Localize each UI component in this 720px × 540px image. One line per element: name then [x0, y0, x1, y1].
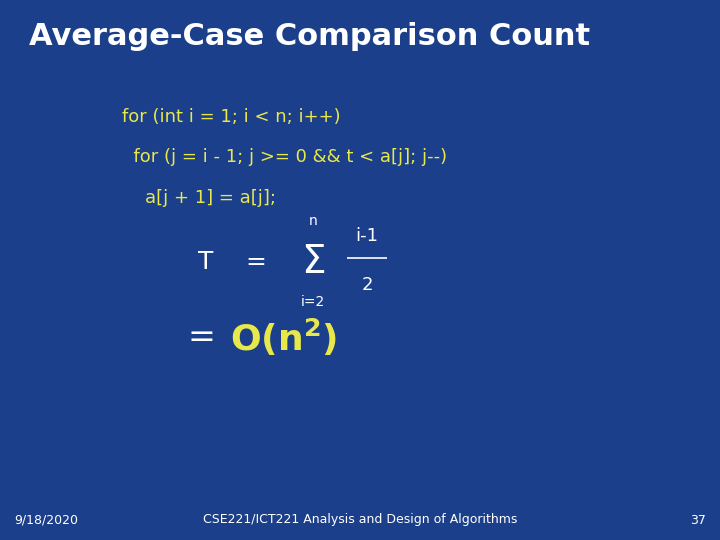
Text: $\mathbf{O(n^2)}$: $\mathbf{O(n^2)}$: [230, 317, 338, 358]
Text: CSE221/ICT221 Analysis and Design of Algorithms: CSE221/ICT221 Analysis and Design of Alg…: [203, 514, 517, 526]
Text: i=2: i=2: [301, 295, 325, 309]
Text: n: n: [309, 214, 318, 228]
Text: for (j = i - 1; j >= 0 && t < a[j]; j--): for (j = i - 1; j >= 0 && t < a[j]; j--): [122, 148, 448, 166]
Text: for (int i = 1; i < n; i++): for (int i = 1; i < n; i++): [122, 108, 341, 126]
Text: 2: 2: [361, 275, 373, 294]
Text: =: =: [187, 321, 215, 354]
Text: 37: 37: [690, 514, 706, 526]
Text: i-1: i-1: [356, 227, 379, 245]
Text: a[j + 1] = a[j];: a[j + 1] = a[j];: [122, 189, 276, 207]
Text: $\Sigma$: $\Sigma$: [301, 243, 325, 281]
Text: T: T: [197, 250, 213, 274]
Text: Average-Case Comparison Count: Average-Case Comparison Count: [29, 22, 590, 51]
Text: =: =: [246, 250, 266, 274]
Text: 9/18/2020: 9/18/2020: [14, 514, 78, 526]
